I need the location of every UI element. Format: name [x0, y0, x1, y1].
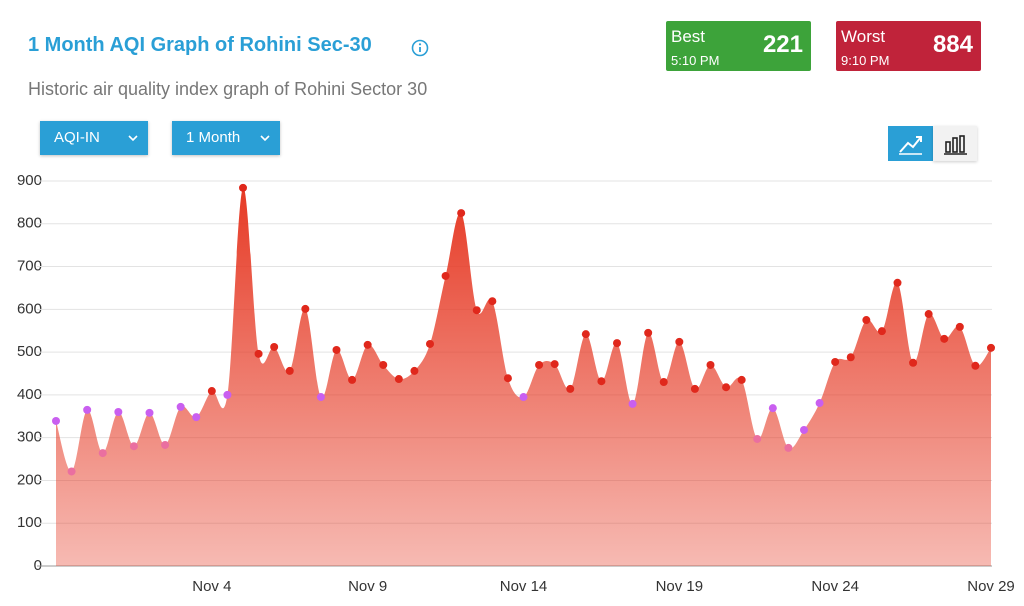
data-point [597, 377, 606, 386]
data-point [815, 399, 824, 408]
data-point [519, 393, 528, 402]
data-point [581, 330, 590, 339]
data-point [877, 327, 886, 336]
data-point [410, 366, 419, 375]
data-point [862, 316, 871, 325]
data-point [52, 416, 60, 425]
x-tick-label: Nov 9 [348, 578, 387, 595]
area [56, 187, 991, 567]
data-point [394, 375, 403, 384]
y-tick-label: 300 [17, 429, 42, 446]
data-point [628, 399, 637, 408]
y-tick-label: 400 [17, 386, 42, 403]
data-point [207, 387, 216, 396]
data-point [940, 334, 949, 343]
x-tick-label: Nov 19 [656, 578, 704, 595]
info-icon[interactable] [411, 39, 429, 57]
y-tick-label: 700 [17, 258, 42, 275]
data-point [285, 366, 294, 375]
data-point [722, 383, 731, 392]
data-point [488, 297, 497, 306]
worst-label: Worst [841, 27, 886, 46]
data-point [753, 434, 762, 443]
data-point [441, 271, 450, 280]
data-point [566, 384, 575, 393]
data-point [644, 328, 653, 337]
data-point [254, 349, 263, 358]
data-point [987, 343, 995, 352]
data-point [301, 304, 310, 313]
data-point [129, 442, 138, 451]
period-dropdown[interactable]: 1 Month [172, 121, 280, 155]
data-point [114, 408, 123, 416]
data-point [909, 358, 918, 367]
y-tick-label: 0 [34, 557, 42, 574]
data-point [784, 443, 793, 452]
best-label: Best [671, 27, 706, 46]
metric-dropdown[interactable]: AQI-IN [40, 121, 148, 155]
data-point [800, 425, 808, 434]
y-tick-label: 900 [17, 172, 42, 189]
y-tick-label: 100 [17, 514, 42, 531]
worst-value: 884 [932, 31, 973, 58]
data-point [955, 322, 964, 331]
data-point [893, 278, 902, 287]
data-point [348, 375, 357, 384]
metric-label: AQI-IN [54, 129, 100, 146]
data-point [613, 339, 621, 348]
data-point [145, 408, 154, 417]
data-point [426, 339, 434, 348]
data-point [83, 405, 92, 414]
worst-time: 9:10 PM [841, 53, 890, 68]
data-point [550, 360, 559, 369]
best-box: Best 5:10 PM 221 [666, 21, 811, 71]
data-point [706, 360, 715, 369]
data-point [98, 449, 107, 458]
subtitle: Historic air quality index graph of Rohi… [28, 79, 428, 99]
data-point [316, 393, 325, 402]
data-point [503, 374, 512, 383]
data-point [768, 404, 777, 413]
title: 1 Month AQI Graph of Rohini Sec-30 [28, 34, 372, 56]
data-point [270, 342, 279, 351]
x-tick-label: Nov 4 [192, 578, 231, 595]
data-point [535, 360, 544, 369]
data-point [457, 209, 466, 218]
x-tick-label: Nov 29 [967, 578, 1015, 595]
best-time: 5:10 PM [671, 53, 720, 68]
data-point [737, 375, 746, 384]
y-tick-label: 800 [17, 215, 42, 232]
y-tick-label: 500 [17, 343, 42, 360]
data-point [924, 310, 933, 319]
data-point [690, 384, 699, 393]
best-value: 221 [762, 31, 803, 58]
worst-box: Worst 9:10 PM 884 [836, 21, 981, 71]
x-tick-label: Nov 24 [811, 578, 859, 595]
data-point [223, 390, 232, 399]
data-point [332, 345, 341, 354]
bar-view-button[interactable] [933, 126, 977, 161]
data-point [67, 467, 76, 476]
data-point [971, 361, 980, 370]
data-point [831, 357, 840, 366]
data-point [379, 360, 388, 369]
line-view-button[interactable] [888, 126, 933, 161]
data-point [659, 378, 668, 387]
data-point [176, 402, 185, 411]
y-tick-label: 600 [17, 300, 42, 317]
y-tick-label: 200 [17, 471, 42, 488]
data-point [161, 440, 170, 449]
data-point [192, 413, 201, 422]
data-point [675, 337, 684, 346]
data-point [239, 183, 247, 192]
data-point [846, 353, 855, 362]
data-point [472, 306, 481, 315]
x-tick-label: Nov 14 [500, 578, 548, 595]
data-point [363, 340, 372, 349]
period-label: 1 Month [186, 129, 241, 146]
